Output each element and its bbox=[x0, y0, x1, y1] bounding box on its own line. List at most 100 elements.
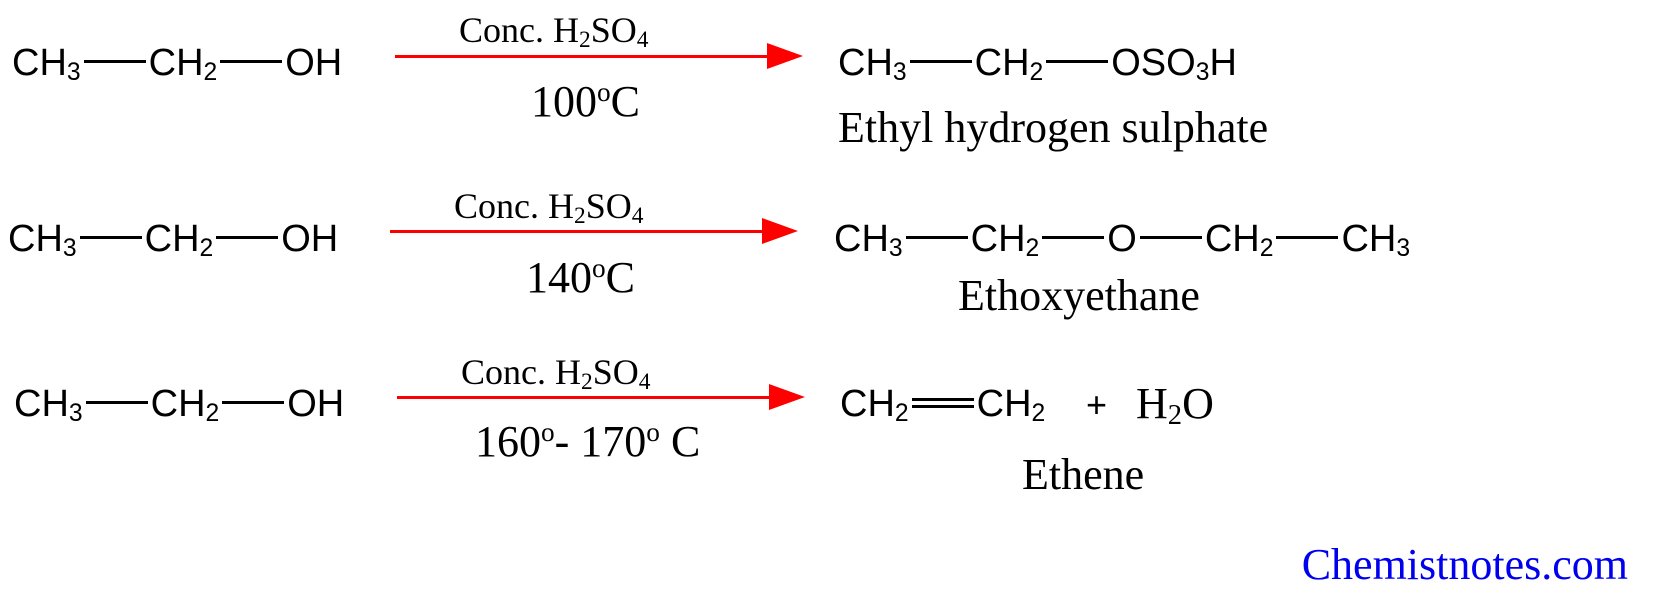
watermark-link[interactable]: Chemistnotes.com bbox=[1301, 540, 1628, 589]
arrow-shaft bbox=[395, 55, 775, 58]
group-ch2: CH bbox=[974, 42, 1030, 84]
water-h: H bbox=[1136, 379, 1168, 428]
condition-temperature-2: 140oC bbox=[526, 253, 635, 302]
arrow-head-icon bbox=[762, 218, 798, 244]
subscript: 2 bbox=[203, 59, 218, 87]
group-ch3: CH bbox=[14, 383, 69, 425]
subscript: 3 bbox=[68, 400, 83, 428]
group-ch2: CH bbox=[970, 218, 1026, 260]
temperature-unit: C bbox=[605, 253, 635, 302]
temperature-value: 140 bbox=[526, 253, 592, 302]
subscript: 2 bbox=[1259, 235, 1274, 263]
subscript: 3 bbox=[892, 59, 907, 87]
single-bond bbox=[220, 60, 283, 64]
product-ethoxyethane: CH3 CH2 O CH2 CH3 bbox=[834, 218, 1410, 261]
reagent-text: SO bbox=[585, 186, 632, 226]
degree-superscript: o bbox=[597, 77, 611, 107]
single-bond bbox=[905, 236, 968, 240]
group-ch3: CH bbox=[12, 42, 67, 84]
subscript: 2 bbox=[579, 27, 591, 54]
subscript: 2 bbox=[199, 235, 214, 263]
group-o: O bbox=[1107, 218, 1137, 260]
group-oh: OH bbox=[285, 42, 343, 84]
reagent-text: SO bbox=[590, 10, 637, 50]
single-bond bbox=[909, 60, 972, 64]
plus-sign: + bbox=[1086, 384, 1108, 425]
subscript: 3 bbox=[1195, 59, 1210, 87]
single-bond bbox=[222, 401, 285, 405]
single-bond bbox=[1139, 236, 1202, 240]
group-ch3: CH bbox=[838, 42, 893, 84]
group-ch3: CH bbox=[834, 218, 889, 260]
product-water: H2O bbox=[1136, 379, 1214, 431]
degree-superscript: o bbox=[592, 253, 606, 283]
water-o: O bbox=[1182, 379, 1214, 428]
single-bond bbox=[79, 236, 142, 240]
single-bond bbox=[1276, 236, 1339, 240]
subscript: 4 bbox=[636, 27, 649, 54]
subscript: 3 bbox=[62, 235, 77, 263]
group-ch2: CH bbox=[148, 42, 204, 84]
temperature-unit: C bbox=[610, 77, 640, 126]
group-oh: OH bbox=[281, 218, 339, 260]
degree-superscript: o bbox=[646, 417, 660, 447]
group-ch2: CH bbox=[840, 383, 895, 425]
subscript: 3 bbox=[66, 59, 81, 87]
group-ch2: CH bbox=[150, 383, 206, 425]
temperature-value: 100 bbox=[531, 77, 597, 126]
double-bond bbox=[911, 397, 974, 408]
group-oso3h: OSO bbox=[1111, 42, 1196, 84]
single-bond bbox=[216, 236, 279, 240]
temperature-value: - 170 bbox=[554, 417, 647, 466]
degree-superscript: o bbox=[541, 417, 555, 447]
group-oh: OH bbox=[287, 383, 345, 425]
subscript: 2 bbox=[1031, 400, 1046, 428]
reagent-text: Conc. H bbox=[454, 186, 574, 226]
product-name-1: Ethyl hydrogen sulphate bbox=[838, 103, 1269, 152]
arrow-head-icon bbox=[769, 384, 805, 410]
group-ch3: CH bbox=[8, 218, 63, 260]
single-bond bbox=[1042, 236, 1105, 240]
product-ethene: CH2 CH2 bbox=[840, 383, 1045, 426]
group-ch2: CH bbox=[144, 218, 200, 260]
subscript: 2 bbox=[1025, 235, 1040, 263]
temperature-unit: C bbox=[659, 417, 701, 466]
condition-temperature-1: 100oC bbox=[531, 77, 640, 126]
single-bond bbox=[85, 401, 148, 405]
condition-reagent-2: Conc. H2SO4 bbox=[454, 186, 643, 228]
subscript: 2 bbox=[574, 203, 586, 230]
reaction-arrow-3 bbox=[397, 384, 805, 410]
group-h: H bbox=[1209, 42, 1237, 84]
condition-temperature-3: 160o- 170o C bbox=[475, 417, 701, 466]
reaction-arrow-2 bbox=[390, 218, 798, 244]
reaction-arrow-1 bbox=[395, 43, 803, 69]
group-ch2: CH bbox=[976, 383, 1032, 425]
reactant-ethanol-1: CH3 CH2 OH bbox=[12, 42, 343, 85]
condition-reagent-1: Conc. H2SO4 bbox=[459, 10, 648, 52]
subscript: 3 bbox=[888, 235, 903, 263]
arrow-shaft bbox=[390, 230, 770, 233]
subscript: 2 bbox=[894, 400, 909, 428]
reagent-text: SO bbox=[592, 352, 639, 392]
subscript: 2 bbox=[1029, 59, 1044, 87]
single-bond bbox=[1046, 60, 1109, 64]
subscript: 2 bbox=[581, 369, 593, 396]
subscript: 4 bbox=[638, 369, 651, 396]
reactant-ethanol-2: CH3 CH2 OH bbox=[8, 218, 339, 261]
product-name-3: Ethene bbox=[1022, 450, 1145, 499]
subscript: 4 bbox=[631, 203, 644, 230]
single-bond bbox=[83, 60, 146, 64]
reagent-text: Conc. H bbox=[461, 352, 581, 392]
arrow-shaft bbox=[397, 396, 777, 399]
reagent-text: Conc. H bbox=[459, 10, 579, 50]
group-ch3: CH bbox=[1341, 218, 1397, 260]
reactant-ethanol-3: CH3 CH2 OH bbox=[14, 383, 345, 426]
group-ch2: CH bbox=[1204, 218, 1260, 260]
subscript: 2 bbox=[205, 400, 220, 428]
subscript: 3 bbox=[1396, 235, 1411, 263]
product-name-2: Ethoxyethane bbox=[958, 271, 1200, 320]
subscript: 2 bbox=[1167, 400, 1183, 432]
temperature-value: 160 bbox=[475, 417, 541, 466]
condition-reagent-3: Conc. H2SO4 bbox=[461, 352, 650, 394]
